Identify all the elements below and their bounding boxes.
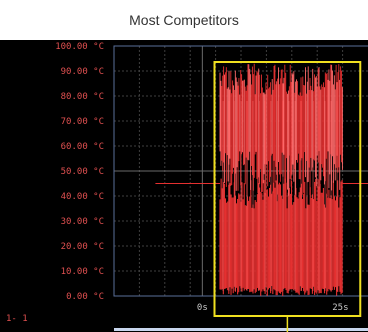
y-tick-label: 30.00 °C	[61, 217, 104, 227]
page-title: Most Competitors	[129, 12, 239, 28]
time-scroll-bar	[114, 328, 368, 331]
plot-border	[113, 45, 368, 297]
y-tick-label: 50.00 °C	[61, 167, 104, 177]
temperature-chart: 100.00 °C 90.00 °C 80.00 °C 70.00 °C 60.00 °…	[6, 42, 368, 332]
x-tick-label: 25s	[332, 303, 348, 313]
channel-label: 1- 1	[6, 314, 28, 324]
highlight-overlay	[213, 61, 362, 332]
y-axis-labels: 100.00 °C 90.00 °C 80.00 °C 70.00 °C 60.00 °…	[55, 42, 104, 302]
y-tick-label: 10.00 °C	[61, 267, 104, 277]
y-tick-label: 60.00 °C	[61, 142, 104, 152]
x-tick-label: 0s	[197, 303, 208, 313]
plot-frame	[113, 45, 368, 297]
y-tick-label: 70.00 °C	[61, 117, 104, 127]
y-tick-label: 40.00 °C	[61, 192, 104, 202]
y-tick-label: 100.00 °C	[55, 42, 104, 52]
y-tick-label: 0.00 °C	[66, 292, 104, 302]
oscilloscope-display: 100.00 °C 90.00 °C 80.00 °C 70.00 °C 60.00 °…	[0, 40, 368, 332]
y-tick-label: 90.00 °C	[61, 67, 104, 77]
y-tick-label: 80.00 °C	[61, 92, 104, 102]
y-tick-label: 20.00 °C	[61, 242, 104, 252]
x-axis-labels: 0s 25s	[114, 303, 368, 331]
signal-trace	[155, 63, 368, 296]
